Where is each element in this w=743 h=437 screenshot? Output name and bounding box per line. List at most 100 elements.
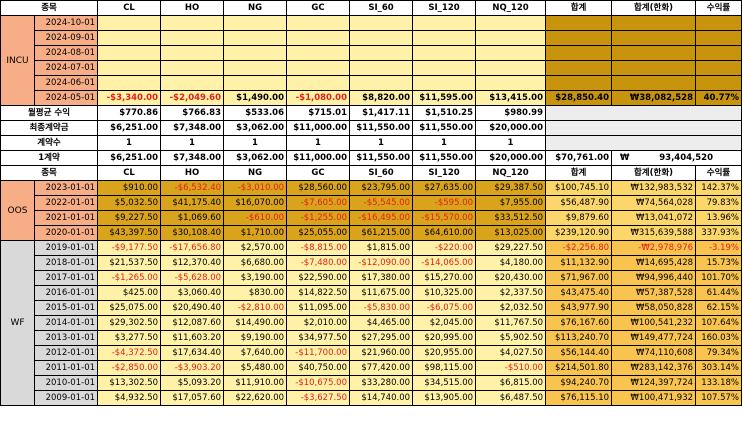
return-cell: -3.19% — [695, 240, 743, 256]
value-cell: -$16,495.00 — [349, 210, 414, 226]
table-row: 2009-01-01 $4,932.50 $17,057.60 $22,620.00-… — [1, 390, 743, 406]
date-cell: 2024-09-01 — [33, 30, 99, 46]
return-cell: 160.03% — [695, 330, 743, 346]
value-cell: -$9,177.50 — [97, 240, 162, 256]
krw-cell: ₩13,041,072 — [611, 210, 697, 226]
sum-cell: $28,850.40 — [545, 90, 613, 106]
table-row: OOS 2023-01-01 $910.00 -$6,532.40 -$3,010.00… — [0, 180, 743, 241]
krw-cell — [611, 60, 697, 76]
date-cell: 2015-01-01 — [33, 300, 99, 316]
krw-cell: ₩93,404,520 — [611, 150, 743, 166]
value-cell: $3,190.00 — [223, 270, 288, 286]
value-cell: $2,570.00 — [223, 240, 288, 256]
return-cell: 142.37% — [695, 180, 743, 196]
value-cell: -$3,340.00 — [97, 90, 162, 106]
value-cell: $20,430.00 — [475, 270, 547, 286]
date-cell: 2020-01-01 — [33, 225, 99, 241]
krw-cell: ₩74,564,028 — [611, 195, 697, 211]
value-cell: $6,251.00 — [97, 150, 162, 166]
value-cell — [349, 60, 414, 76]
date-cell: 2023-01-01 — [33, 180, 99, 196]
value-cell — [475, 75, 547, 91]
value-cell: $715.01 — [286, 105, 351, 121]
header-cell: SI_60 — [349, 0, 414, 16]
value-cell: $6,487.50 — [475, 390, 547, 406]
won-symbol: ₩ — [620, 153, 630, 163]
krw-cell — [611, 75, 697, 91]
value-cell — [160, 30, 225, 46]
value-cell: -$2,810.00 — [223, 300, 288, 316]
krw-cell: ₩283,142,376 — [611, 360, 697, 376]
value-cell: -$2,850.00 — [97, 360, 162, 376]
value-cell: $29,302.50 — [97, 315, 162, 331]
value-cell: -$14,065.00 — [412, 255, 477, 271]
value-cell — [349, 75, 414, 91]
value-cell: $11,000.00 — [286, 120, 351, 136]
value-cell — [97, 75, 162, 91]
header-cell: NG — [223, 165, 288, 181]
value-cell — [412, 75, 477, 91]
return-cell — [695, 45, 743, 61]
value-cell: $33,280.00 — [349, 375, 414, 391]
value-cell: $21,960.00 — [349, 345, 414, 361]
value-cell: -$220.00 — [412, 240, 477, 256]
table-row: 2010-01-01 $13,302.50 $5,093.20 $11,910.00-… — [1, 375, 743, 391]
value-cell — [160, 60, 225, 76]
value-cell: $11,910.00 — [223, 375, 288, 391]
return-cell: 13.96% — [695, 210, 743, 226]
value-cell: -$4,372.50 — [97, 345, 162, 361]
value-cell: -$7,605.00 — [286, 195, 351, 211]
value-cell: $22,590.00 — [286, 270, 351, 286]
value-cell: -$6,075.00 — [412, 300, 477, 316]
return-cell: 107.64% — [695, 315, 743, 331]
value-cell: $1,510.25 — [412, 105, 477, 121]
value-cell: -$5,628.00 — [160, 270, 225, 286]
group-label-incu: INCU — [0, 15, 35, 106]
value-cell: $17,380.00 — [349, 270, 414, 286]
return-cell — [695, 75, 743, 91]
header-cell: SI_60 — [349, 165, 414, 181]
table-row: 2024-09-01 — [1, 30, 743, 46]
final-contract-row: 최종계약금 $6,251.00 $7,348.00 $3,062.00 $11,000.… — [0, 120, 743, 136]
date-cell: 2013-01-01 — [33, 330, 99, 346]
value-cell: $10,325.00 — [412, 285, 477, 301]
krw-cell: ₩57,387,528 — [611, 285, 697, 301]
table-row: 2022-01-01 $5,032.50 $41,175.40 $16,070.00-… — [1, 195, 743, 211]
value-cell: 1 — [160, 135, 225, 151]
krw-cell: ₩38,082,528 — [611, 90, 697, 106]
value-cell — [97, 15, 162, 31]
value-cell — [412, 60, 477, 76]
sum-cell — [545, 60, 613, 76]
table-row: 2016-01-01 $425.00 $3,060.40 $830.00 $14,822… — [1, 285, 743, 301]
sum-cell — [545, 15, 613, 31]
date-cell: 2022-01-01 — [33, 195, 99, 211]
value-cell: -$17,656.80 — [160, 240, 225, 256]
krw-cell: ₩100,541,232 — [611, 315, 697, 331]
value-cell: -$7,480.00 — [286, 255, 351, 271]
table-row: 2012-01-01 -$4,372.50 $17,634.40 $7,640.00-… — [1, 345, 743, 361]
krw-cell — [611, 30, 697, 46]
value-cell: $64,610.00 — [412, 225, 477, 241]
value-cell — [286, 45, 351, 61]
value-cell: -$5,830.00 — [349, 300, 414, 316]
header-cell: 수익률 — [695, 165, 743, 181]
date-cell: 2024-07-01 — [33, 60, 99, 76]
table-row: 2011-01-01 -$2,850.00 -$3,903.20 $5,480.00 $… — [1, 360, 743, 376]
value-cell: $15,270.00 — [412, 270, 477, 286]
value-cell: -$2,049.60 — [160, 90, 225, 106]
date-cell: 2016-01-01 — [33, 285, 99, 301]
sum-cell: $43,977.90 — [545, 300, 613, 316]
table-row: 2018-01-01 $21,537.50 $12,370.40 $6,680.00-… — [1, 255, 743, 271]
value-cell: $11,767.50 — [475, 315, 547, 331]
value-cell: $11,550.00 — [412, 150, 477, 166]
return-cell: 15.73% — [695, 255, 743, 271]
value-cell: $1,069.60 — [160, 210, 225, 226]
value-cell — [160, 75, 225, 91]
header-cell: HO — [160, 0, 225, 16]
header-cell: CL — [97, 0, 162, 16]
value-cell: $1,490.00 — [223, 90, 288, 106]
return-cell: 337.93% — [695, 225, 743, 241]
row-label: 월평균 수익 — [0, 105, 99, 121]
sum-cell: $56,144.40 — [545, 345, 613, 361]
value-cell: $17,634.40 — [160, 345, 225, 361]
